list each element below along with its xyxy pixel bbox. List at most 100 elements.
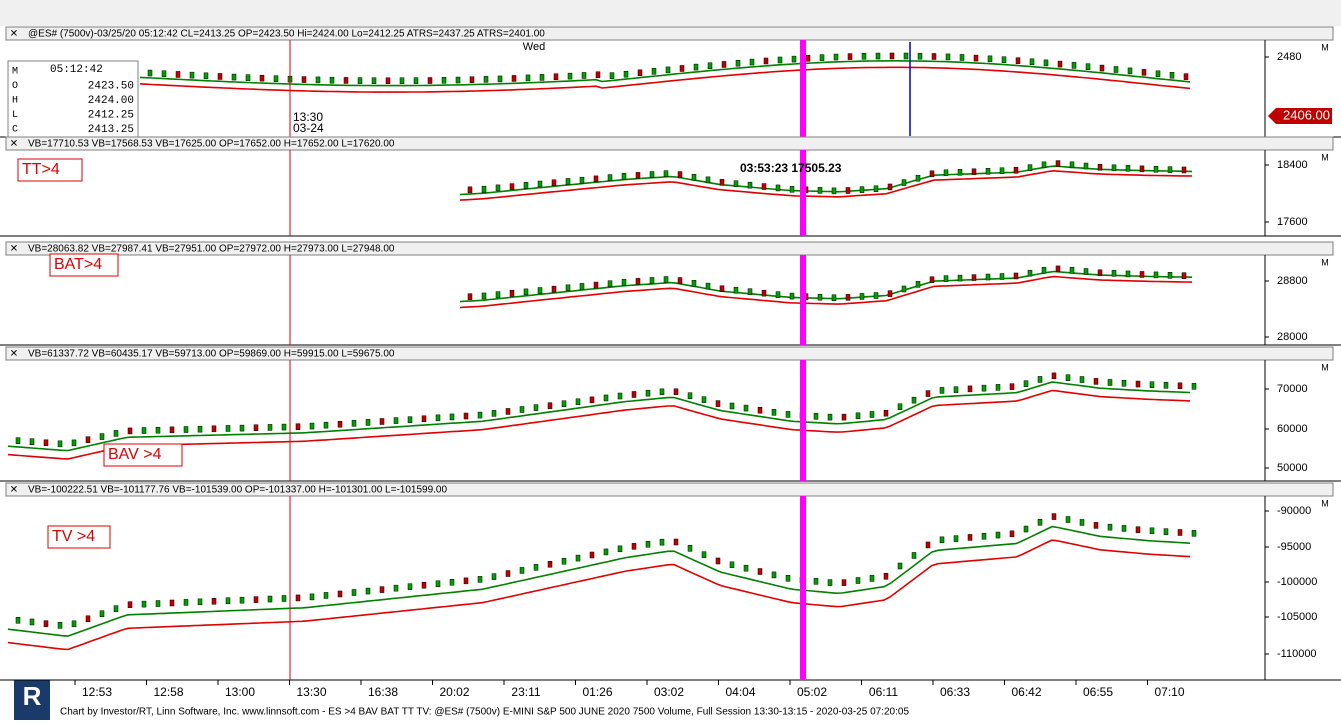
candle	[931, 53, 937, 60]
green-band	[7, 525, 1191, 637]
candle	[637, 69, 643, 77]
candle	[15, 617, 21, 624]
candle	[231, 73, 237, 81]
candle	[635, 172, 641, 179]
candle	[455, 76, 461, 84]
candle	[691, 173, 697, 181]
candle	[421, 415, 427, 423]
candle	[789, 292, 795, 300]
indicator-tag-box	[49, 253, 119, 277]
candle	[761, 289, 767, 297]
candle	[155, 600, 161, 607]
candle	[1013, 167, 1019, 174]
candle	[155, 426, 161, 434]
candle	[593, 281, 599, 289]
candle	[757, 568, 763, 575]
candle	[183, 426, 189, 433]
candle	[929, 276, 935, 283]
logo	[14, 680, 50, 720]
candle	[645, 541, 651, 548]
candle	[365, 419, 371, 426]
pane-menu: M	[1321, 257, 1329, 267]
candle	[525, 74, 531, 82]
candle	[763, 57, 769, 65]
candle	[161, 70, 167, 77]
highlight-bar	[800, 360, 806, 481]
candle	[701, 396, 707, 403]
candle	[859, 293, 865, 300]
candle	[939, 387, 945, 394]
candle	[645, 389, 651, 397]
candle	[999, 273, 1005, 280]
candle	[609, 72, 615, 79]
candle	[945, 53, 951, 61]
candle	[399, 77, 405, 84]
candle	[981, 384, 987, 392]
candle	[71, 620, 77, 628]
candle	[943, 169, 949, 177]
candle	[897, 562, 903, 570]
candle	[1149, 527, 1155, 535]
candle	[281, 423, 287, 431]
candle	[495, 184, 501, 192]
close-box: ✕	[10, 29, 18, 40]
red-band	[459, 275, 1193, 309]
candle	[1097, 269, 1103, 277]
day-label: Wed	[523, 41, 545, 53]
candle	[211, 598, 217, 605]
red-band	[139, 66, 1191, 93]
candle	[497, 75, 503, 83]
candle	[141, 427, 147, 434]
ohlc-value: 2424.00	[88, 95, 134, 107]
candle	[705, 176, 711, 184]
candle	[509, 289, 515, 297]
candle	[607, 174, 613, 181]
candle	[245, 74, 251, 81]
candle	[407, 416, 413, 423]
candle	[617, 545, 623, 553]
candle	[957, 169, 963, 176]
y-tick-label: 28000	[1277, 331, 1308, 343]
ohlc-box	[7, 60, 139, 138]
candle	[273, 75, 279, 82]
y-tick-label: 28800	[1277, 275, 1308, 287]
x-tick-label: 12:58	[153, 685, 183, 699]
candle	[567, 72, 573, 80]
candle	[565, 178, 571, 185]
candle	[427, 77, 433, 84]
candle	[677, 171, 683, 178]
candle	[603, 394, 609, 402]
candle	[883, 573, 889, 580]
candle	[43, 439, 49, 447]
candle	[995, 531, 1001, 539]
candle	[1113, 66, 1119, 73]
panel-header: VB=-100222.51 VB=-101177.76 VB=-101539.0…	[28, 485, 447, 496]
y-tick-label: -95000	[1277, 541, 1311, 553]
y-tick-label: 2480	[1277, 51, 1301, 63]
candle	[85, 615, 91, 623]
candle	[1051, 513, 1057, 520]
x-tick-label: 20:02	[439, 685, 469, 699]
panel-header-bar	[5, 26, 1334, 41]
candle	[901, 179, 907, 186]
candle	[225, 425, 231, 432]
y-tick-label: -100000	[1277, 576, 1317, 588]
panel-header-bar	[5, 241, 1334, 256]
candle	[889, 52, 895, 60]
candle	[509, 183, 515, 190]
candle	[733, 180, 739, 187]
candle	[1121, 525, 1127, 532]
candle	[477, 576, 483, 583]
candle	[771, 409, 777, 416]
cursor-date: 03-24	[293, 121, 324, 135]
footer: Chart by Investor/RT, Linn Software, Inc…	[60, 707, 909, 718]
candle	[1097, 164, 1103, 171]
candle	[1041, 161, 1047, 169]
candle	[189, 71, 195, 79]
panel-header: VB=61337.72 VB=60435.17 VB=59713.00 OP=5…	[28, 349, 395, 360]
candle	[309, 422, 315, 430]
highlight-bar	[800, 496, 806, 680]
candle	[575, 554, 581, 562]
candle	[1065, 516, 1071, 523]
candle	[1181, 272, 1187, 279]
